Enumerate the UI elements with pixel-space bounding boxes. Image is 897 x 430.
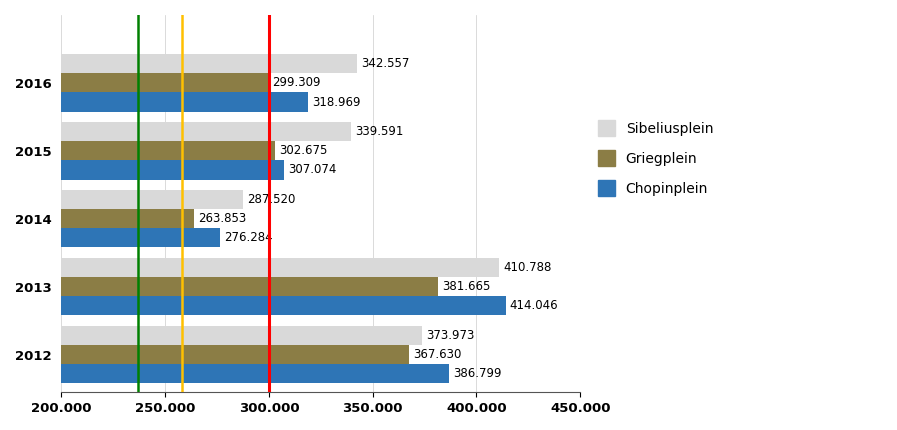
Text: 339.591: 339.591 (355, 126, 404, 138)
Text: 410.788: 410.788 (503, 261, 552, 274)
Text: 276.284: 276.284 (224, 231, 273, 245)
Bar (0, 326, 422, 345)
Bar (0, 345, 409, 364)
Bar (0, 258, 499, 277)
Bar (0, 141, 274, 160)
Bar (0, 190, 243, 209)
Text: 263.853: 263.853 (198, 212, 247, 225)
Text: 414.046: 414.046 (509, 299, 559, 313)
Text: 302.675: 302.675 (279, 144, 327, 157)
Bar (0, 160, 283, 179)
Bar (0, 123, 351, 141)
Bar (0, 228, 220, 248)
Text: 307.074: 307.074 (288, 163, 336, 176)
Text: 386.799: 386.799 (453, 367, 501, 381)
Text: 342.557: 342.557 (361, 58, 410, 71)
Bar (0, 74, 267, 92)
Text: 373.973: 373.973 (427, 329, 475, 342)
Text: 299.309: 299.309 (272, 77, 320, 89)
Text: 287.520: 287.520 (248, 194, 296, 206)
Bar (0, 277, 439, 296)
Bar (0, 209, 194, 228)
Legend: Sibeliusplein, Griegplein, Chopinplein: Sibeliusplein, Griegplein, Chopinplein (592, 115, 718, 202)
Bar (0, 364, 449, 384)
Bar (0, 55, 357, 74)
Bar (0, 296, 506, 316)
Text: 367.630: 367.630 (414, 348, 462, 361)
Bar (0, 92, 309, 111)
Text: 318.969: 318.969 (312, 95, 361, 108)
Text: 381.665: 381.665 (442, 280, 491, 293)
